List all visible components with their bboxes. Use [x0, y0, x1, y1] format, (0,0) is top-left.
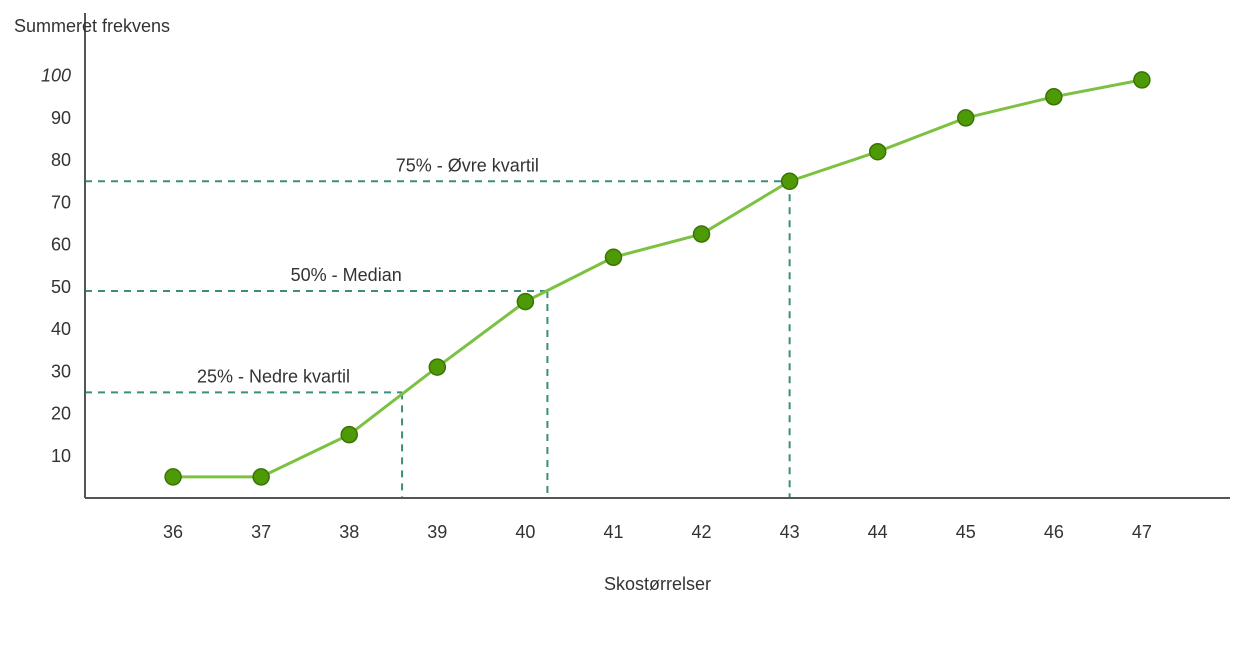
data-marker: [253, 469, 269, 485]
y-tick-label: 100: [41, 66, 71, 86]
data-marker: [694, 226, 710, 242]
y-tick-label: 10: [51, 446, 71, 466]
quartile-label: 25% - Nedre kvartil: [197, 366, 350, 386]
cumulative-frequency-chart: 25% - Nedre kvartil 50% - Median 75% - Øvr…: [0, 0, 1257, 646]
data-marker: [165, 469, 181, 485]
x-tick-label: 45: [956, 522, 976, 542]
x-tick-label: 42: [692, 522, 712, 542]
data-marker: [870, 144, 886, 160]
y-tick-label: 60: [51, 235, 71, 255]
data-marker: [429, 359, 445, 375]
quartile-label: 75% - Øvre kvartil: [396, 155, 539, 175]
y-tick-label: 20: [51, 404, 71, 424]
y-tick-label: 40: [51, 319, 71, 339]
x-tick-label: 37: [251, 522, 271, 542]
x-tick-label: 40: [515, 522, 535, 542]
chart-svg: 25% - Nedre kvartil 50% - Median 75% - Øvr…: [0, 0, 1257, 646]
y-tick-label: 70: [51, 192, 71, 212]
data-marker: [341, 427, 357, 443]
y-tick-label: 80: [51, 150, 71, 170]
y-tick-label: 90: [51, 108, 71, 128]
x-tick-label: 43: [780, 522, 800, 542]
x-tick-label: 38: [339, 522, 359, 542]
x-tick-label: 46: [1044, 522, 1064, 542]
x-axis-title: Skostørrelser: [604, 574, 711, 594]
data-marker: [517, 294, 533, 310]
x-tick-label: 44: [868, 522, 888, 542]
x-tick-label: 39: [427, 522, 447, 542]
y-axis-title: Summeret frekvens: [14, 16, 170, 36]
data-marker: [605, 249, 621, 265]
data-marker: [782, 173, 798, 189]
x-tick-label: 36: [163, 522, 183, 542]
x-tick-label: 41: [603, 522, 623, 542]
quartile-label: 50% - Median: [291, 265, 402, 285]
x-tick-label: 47: [1132, 522, 1152, 542]
data-marker: [1046, 89, 1062, 105]
data-marker: [958, 110, 974, 126]
data-marker: [1134, 72, 1150, 88]
y-tick-label: 30: [51, 361, 71, 381]
y-tick-label: 50: [51, 277, 71, 297]
